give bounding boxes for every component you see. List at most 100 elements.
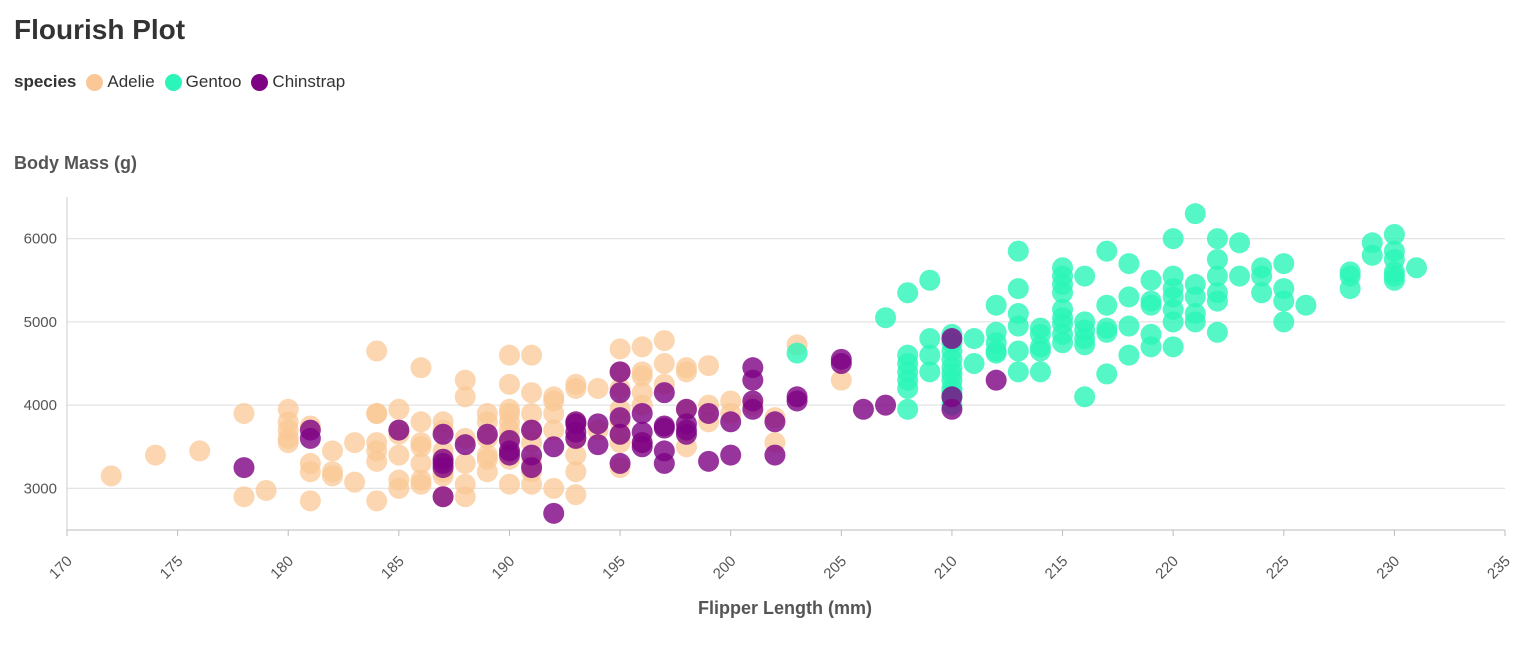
data-point-gentoo[interactable]: [1118, 253, 1140, 275]
data-point-adelie[interactable]: [631, 365, 653, 387]
data-point-chinstrap[interactable]: [720, 444, 742, 466]
data-point-adelie[interactable]: [410, 357, 432, 379]
data-point-chinstrap[interactable]: [631, 402, 653, 424]
data-point-adelie[interactable]: [366, 340, 388, 362]
data-point-gentoo[interactable]: [897, 398, 919, 420]
data-point-adelie[interactable]: [830, 369, 852, 391]
data-point-adelie[interactable]: [498, 373, 520, 395]
data-point-gentoo[interactable]: [1007, 361, 1029, 383]
data-point-gentoo[interactable]: [1096, 240, 1118, 262]
data-point-adelie[interactable]: [698, 355, 720, 377]
data-point-adelie[interactable]: [565, 484, 587, 506]
data-point-chinstrap[interactable]: [653, 417, 675, 439]
data-point-gentoo[interactable]: [1096, 321, 1118, 343]
data-point-chinstrap[interactable]: [786, 390, 808, 412]
data-point-adelie[interactable]: [521, 402, 543, 424]
data-point-adelie[interactable]: [388, 444, 410, 466]
data-point-chinstrap[interactable]: [609, 423, 631, 445]
legend-item-gentoo[interactable]: Gentoo: [164, 72, 241, 92]
data-point-chinstrap[interactable]: [432, 486, 454, 508]
data-point-gentoo[interactable]: [1251, 282, 1273, 304]
data-point-chinstrap[interactable]: [742, 398, 764, 420]
data-point-adelie[interactable]: [543, 477, 565, 499]
data-point-chinstrap[interactable]: [852, 398, 874, 420]
data-point-gentoo[interactable]: [1162, 228, 1184, 250]
data-point-gentoo[interactable]: [1273, 311, 1295, 333]
data-point-adelie[interactable]: [410, 452, 432, 474]
data-point-chinstrap[interactable]: [565, 427, 587, 449]
data-point-gentoo[interactable]: [1007, 315, 1029, 337]
data-point-gentoo[interactable]: [1007, 240, 1029, 262]
data-point-chinstrap[interactable]: [543, 436, 565, 458]
data-point-adelie[interactable]: [366, 450, 388, 472]
data-point-gentoo[interactable]: [1140, 269, 1162, 291]
data-point-chinstrap[interactable]: [609, 407, 631, 429]
data-point-gentoo[interactable]: [1206, 290, 1228, 312]
data-point-chinstrap[interactable]: [764, 444, 786, 466]
data-point-adelie[interactable]: [498, 344, 520, 366]
data-point-gentoo[interactable]: [1229, 265, 1251, 287]
data-point-gentoo[interactable]: [1007, 340, 1029, 362]
data-point-adelie[interactable]: [189, 440, 211, 462]
data-point-gentoo[interactable]: [1118, 344, 1140, 366]
data-point-adelie[interactable]: [321, 465, 343, 487]
data-point-gentoo[interactable]: [897, 377, 919, 399]
data-point-chinstrap[interactable]: [742, 369, 764, 391]
data-point-gentoo[interactable]: [875, 307, 897, 329]
data-point-adelie[interactable]: [609, 338, 631, 360]
data-point-gentoo[interactable]: [1295, 294, 1317, 316]
data-point-chinstrap[interactable]: [653, 382, 675, 404]
data-point-chinstrap[interactable]: [698, 402, 720, 424]
data-point-adelie[interactable]: [299, 490, 321, 512]
data-point-gentoo[interactable]: [1029, 361, 1051, 383]
data-point-adelie[interactable]: [410, 473, 432, 495]
data-point-gentoo[interactable]: [985, 294, 1007, 316]
data-point-gentoo[interactable]: [1118, 315, 1140, 337]
data-point-chinstrap[interactable]: [543, 502, 565, 524]
data-point-gentoo[interactable]: [897, 282, 919, 304]
data-point-gentoo[interactable]: [1140, 336, 1162, 358]
data-point-gentoo[interactable]: [1074, 265, 1096, 287]
data-point-chinstrap[interactable]: [720, 411, 742, 433]
data-point-gentoo[interactable]: [1251, 265, 1273, 287]
data-point-adelie[interactable]: [144, 444, 166, 466]
data-point-gentoo[interactable]: [1140, 294, 1162, 316]
data-point-adelie[interactable]: [277, 427, 299, 449]
data-point-adelie[interactable]: [675, 361, 697, 383]
data-point-gentoo[interactable]: [919, 344, 941, 366]
data-point-chinstrap[interactable]: [587, 413, 609, 435]
data-point-chinstrap[interactable]: [521, 419, 543, 441]
data-point-chinstrap[interactable]: [941, 328, 963, 350]
data-point-adelie[interactable]: [321, 440, 343, 462]
data-point-adelie[interactable]: [543, 402, 565, 424]
data-point-gentoo[interactable]: [786, 342, 808, 364]
data-point-adelie[interactable]: [565, 461, 587, 483]
data-point-chinstrap[interactable]: [985, 369, 1007, 391]
data-point-adelie[interactable]: [476, 461, 498, 483]
data-point-adelie[interactable]: [454, 386, 476, 408]
data-point-chinstrap[interactable]: [631, 436, 653, 458]
data-point-chinstrap[interactable]: [609, 382, 631, 404]
data-point-chinstrap[interactable]: [875, 394, 897, 416]
data-point-gentoo[interactable]: [1184, 286, 1206, 308]
data-point-chinstrap[interactable]: [941, 398, 963, 420]
data-point-gentoo[interactable]: [1052, 282, 1074, 304]
data-point-chinstrap[interactable]: [830, 353, 852, 374]
data-point-gentoo[interactable]: [1052, 332, 1074, 354]
data-point-adelie[interactable]: [388, 469, 410, 491]
data-point-gentoo[interactable]: [963, 328, 985, 350]
data-point-chinstrap[interactable]: [388, 419, 410, 441]
data-point-adelie[interactable]: [521, 344, 543, 366]
data-point-gentoo[interactable]: [1029, 340, 1051, 362]
data-point-gentoo[interactable]: [919, 328, 941, 350]
legend-item-adelie[interactable]: Adelie: [86, 72, 155, 92]
data-point-chinstrap[interactable]: [498, 444, 520, 466]
data-point-chinstrap[interactable]: [609, 361, 631, 383]
data-point-adelie[interactable]: [388, 398, 410, 420]
data-point-gentoo[interactable]: [1162, 336, 1184, 358]
data-point-adelie[interactable]: [565, 444, 587, 466]
data-point-chinstrap[interactable]: [299, 427, 321, 449]
data-point-gentoo[interactable]: [919, 361, 941, 383]
legend-item-chinstrap[interactable]: Chinstrap: [251, 72, 345, 92]
data-point-gentoo[interactable]: [1118, 286, 1140, 308]
